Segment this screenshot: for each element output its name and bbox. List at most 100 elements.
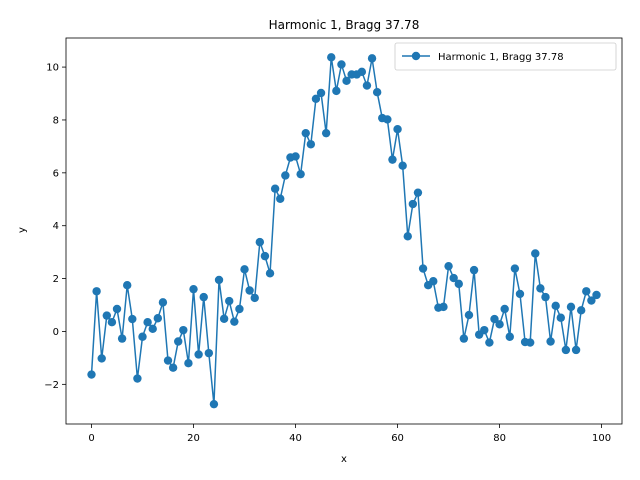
data-point <box>270 184 280 193</box>
data-point <box>556 313 565 322</box>
y-axis: −2 0 2 4 6 8 10 <box>44 63 66 391</box>
data-point <box>337 60 346 69</box>
data-point <box>123 281 132 290</box>
data-point <box>255 237 265 247</box>
data-point <box>281 171 290 180</box>
data-point <box>332 86 341 96</box>
data-point <box>306 140 316 149</box>
data-point <box>276 194 285 203</box>
data-point <box>490 314 499 324</box>
chart-title: Harmonic 1, Bragg 37.78 <box>269 18 420 32</box>
data-point <box>138 332 147 341</box>
legend-entry-label: Harmonic 1, Bragg 37.78 <box>438 52 564 63</box>
data-point <box>112 304 122 314</box>
data-point <box>230 317 239 326</box>
data-point <box>515 289 525 299</box>
data-point <box>403 232 412 241</box>
data-point <box>153 314 163 323</box>
legend-box <box>394 42 617 71</box>
x-tick-label: 100 <box>592 433 611 444</box>
y-tick-label: −2 <box>44 380 59 391</box>
data-point <box>214 275 224 285</box>
data-point <box>449 273 458 283</box>
data-point <box>398 161 407 170</box>
x-tick-label: 0 <box>88 433 94 444</box>
data-point <box>372 88 382 97</box>
x-tick-label: 20 <box>187 433 200 444</box>
data-point <box>469 265 479 275</box>
plot-area <box>65 37 623 425</box>
data-point <box>587 296 596 305</box>
data-point <box>571 345 581 355</box>
data-point <box>158 298 168 307</box>
data-point <box>117 334 127 343</box>
data-point <box>291 152 300 161</box>
data-point <box>536 284 545 293</box>
data-point <box>393 125 402 134</box>
x-tick-label: 60 <box>391 433 404 444</box>
data-point <box>327 53 336 62</box>
data-point <box>342 76 351 86</box>
data-point <box>576 306 586 315</box>
axes-frame <box>65 37 623 425</box>
data-point <box>250 293 259 303</box>
data-point <box>102 311 112 320</box>
data-point <box>143 318 152 327</box>
data-point <box>225 296 234 306</box>
data-point <box>546 337 555 346</box>
data-point <box>413 188 423 197</box>
data-point <box>199 292 208 302</box>
data-point <box>209 399 219 409</box>
data-point <box>321 128 331 138</box>
x-axis: 0 20 40 60 80 100 <box>88 424 611 444</box>
data-point <box>551 301 560 311</box>
y-tick-label: 8 <box>53 115 59 126</box>
data-point <box>163 356 173 365</box>
data-point <box>429 277 438 286</box>
data-point <box>495 320 504 329</box>
y-axis-label: y <box>17 227 28 233</box>
data-point <box>444 261 453 271</box>
data-point <box>485 338 494 347</box>
data-point <box>464 310 474 320</box>
data-point <box>582 287 591 296</box>
x-tick-label: 80 <box>493 433 506 444</box>
data-point <box>296 169 305 179</box>
data-point <box>505 332 514 341</box>
y-tick-label: 0 <box>53 327 59 338</box>
data-point <box>265 269 275 278</box>
data-point <box>566 302 576 312</box>
data-point <box>367 54 377 63</box>
data-point <box>189 284 198 294</box>
data-point <box>219 314 229 323</box>
data-point <box>408 199 418 209</box>
y-tick-label: 2 <box>53 274 59 285</box>
data-point <box>439 302 448 312</box>
legend: Harmonic 1, Bragg 37.78 <box>394 42 617 71</box>
data-point <box>383 115 392 124</box>
data-point <box>194 350 203 359</box>
data-point <box>92 287 101 296</box>
data-point <box>561 345 571 355</box>
y-tick-label: 6 <box>53 168 59 179</box>
data-point <box>480 325 489 335</box>
x-axis-label: x <box>341 454 347 465</box>
data-point <box>168 363 178 372</box>
data-point <box>357 67 367 77</box>
data-point <box>454 279 463 289</box>
data-point <box>525 338 535 347</box>
data-point <box>301 128 310 138</box>
data-point <box>245 286 254 295</box>
data-point <box>260 251 270 261</box>
data-point <box>128 314 137 324</box>
data-point <box>184 358 193 368</box>
data-point <box>240 265 249 274</box>
data-point <box>500 304 509 314</box>
legend-marker-swatch <box>411 51 421 61</box>
data-point <box>541 292 550 302</box>
data-point <box>316 88 326 98</box>
data-point <box>87 370 96 379</box>
data-point <box>362 81 372 90</box>
